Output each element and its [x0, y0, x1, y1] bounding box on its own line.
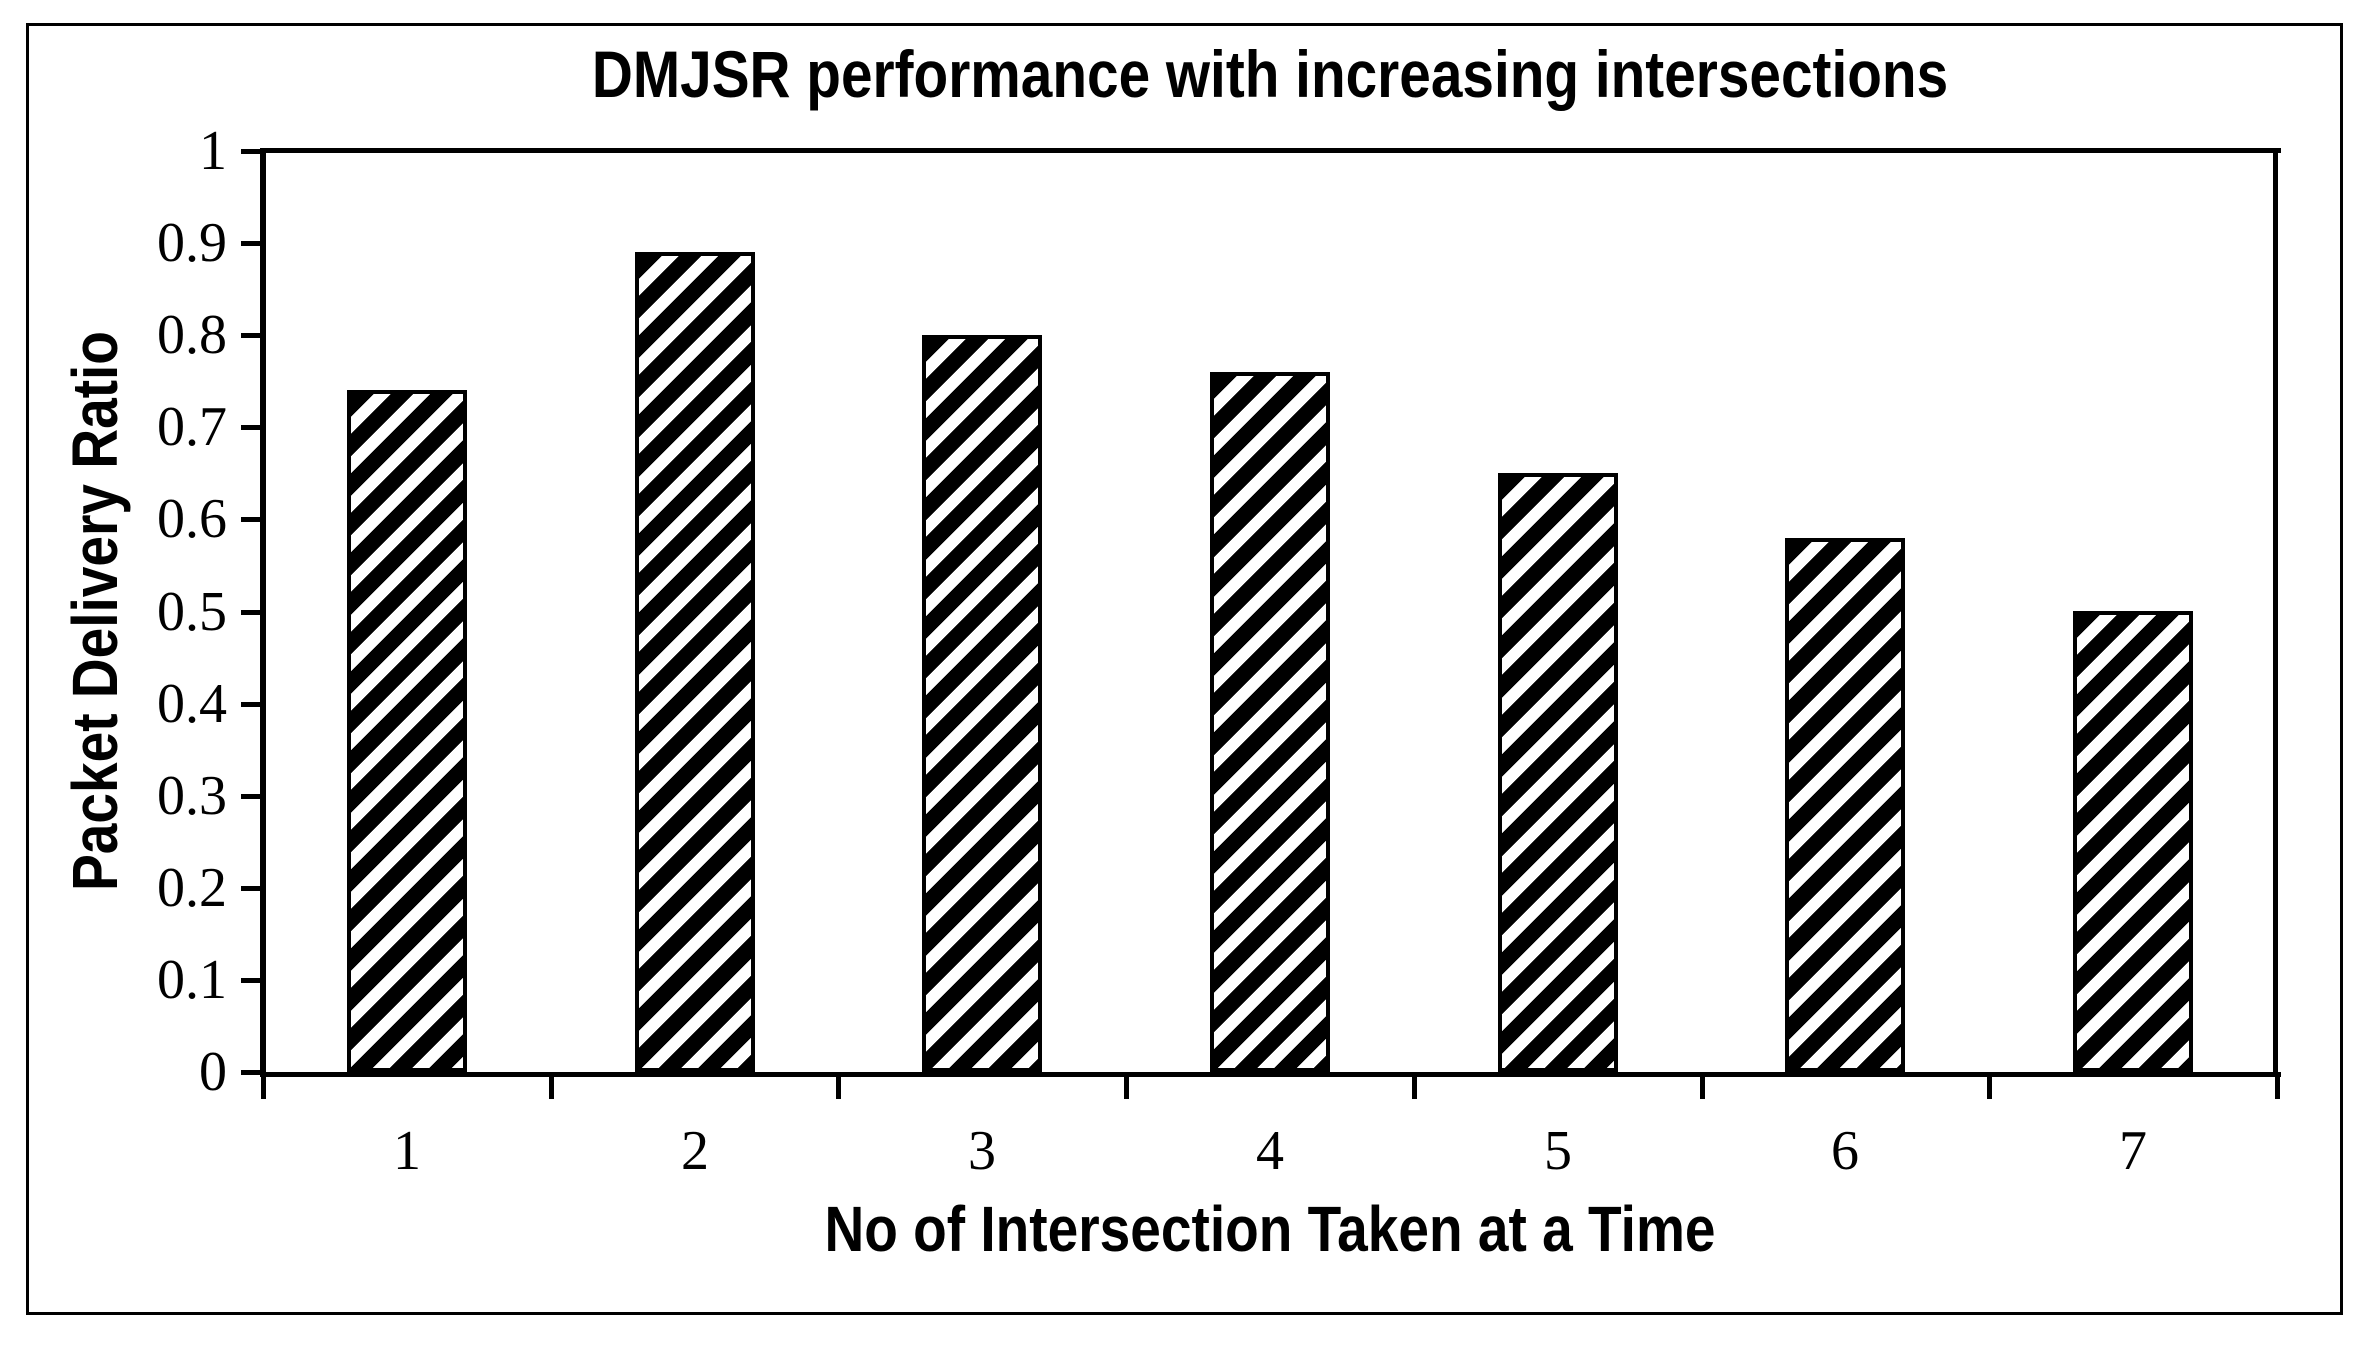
y-tick-label-0.2: 0.2 — [157, 857, 227, 919]
y-tick-label-0.8: 0.8 — [157, 304, 227, 366]
bar-category-6 — [1785, 538, 1905, 1072]
x-tick-3 — [1124, 1077, 1129, 1099]
y-tick-label-1: 1 — [199, 120, 227, 182]
bar-category-3 — [922, 335, 1042, 1072]
bar-category-2 — [635, 252, 755, 1072]
x-tick-7 — [2275, 1077, 2280, 1099]
bar-category-7 — [2073, 611, 2193, 1072]
y-tick-0.7 — [241, 425, 263, 430]
x-category-label-4: 4 — [1256, 1120, 1284, 1182]
y-tick-label-0: 0 — [199, 1041, 227, 1103]
y-tick-1 — [241, 149, 263, 154]
bar-category-4 — [1210, 372, 1330, 1072]
bar-category-5 — [1498, 473, 1618, 1072]
x-tick-2 — [836, 1077, 841, 1099]
y-tick-label-0.4: 0.4 — [157, 673, 227, 735]
x-tick-5 — [1700, 1077, 1705, 1099]
x-tick-0 — [261, 1077, 266, 1099]
x-tick-4 — [1412, 1077, 1417, 1099]
y-tick-label-0.9: 0.9 — [157, 212, 227, 274]
y-tick-label-0.5: 0.5 — [157, 581, 227, 643]
y-tick-label-0.3: 0.3 — [157, 765, 227, 827]
y-tick-0.8 — [241, 333, 263, 338]
x-axis-line — [260, 1072, 2281, 1077]
y-tick-0 — [241, 1070, 263, 1075]
y-tick-0.3 — [241, 794, 263, 799]
y-tick-0.6 — [241, 517, 263, 522]
y-tick-0.5 — [241, 610, 263, 615]
x-tick-6 — [1987, 1077, 1992, 1099]
y-tick-0.2 — [241, 886, 263, 891]
y-tick-label-0.1: 0.1 — [157, 949, 227, 1011]
y-tick-label-0.7: 0.7 — [157, 396, 227, 458]
x-category-label-2: 2 — [681, 1120, 709, 1182]
x-category-label-3: 3 — [968, 1120, 996, 1182]
y-tick-0.1 — [241, 978, 263, 983]
x-category-label-7: 7 — [2119, 1120, 2147, 1182]
plot-border-right — [2273, 148, 2278, 1077]
x-category-label-5: 5 — [1544, 1120, 1572, 1182]
y-axis-line — [260, 148, 266, 1077]
plot-border-top — [260, 148, 2281, 153]
y-tick-0.4 — [241, 702, 263, 707]
chart-title: DMJSR performance with increasing inters… — [591, 37, 1949, 111]
y-tick-0.9 — [241, 241, 263, 246]
x-category-label-1: 1 — [393, 1120, 421, 1182]
bar-category-1 — [347, 390, 467, 1072]
y-tick-label-0.6: 0.6 — [157, 488, 227, 550]
figure-border — [26, 23, 2343, 1315]
x-axis-title: No of Intersection Taken at a Time — [824, 1193, 1716, 1265]
x-tick-1 — [549, 1077, 554, 1099]
x-category-label-6: 6 — [1831, 1120, 1859, 1182]
